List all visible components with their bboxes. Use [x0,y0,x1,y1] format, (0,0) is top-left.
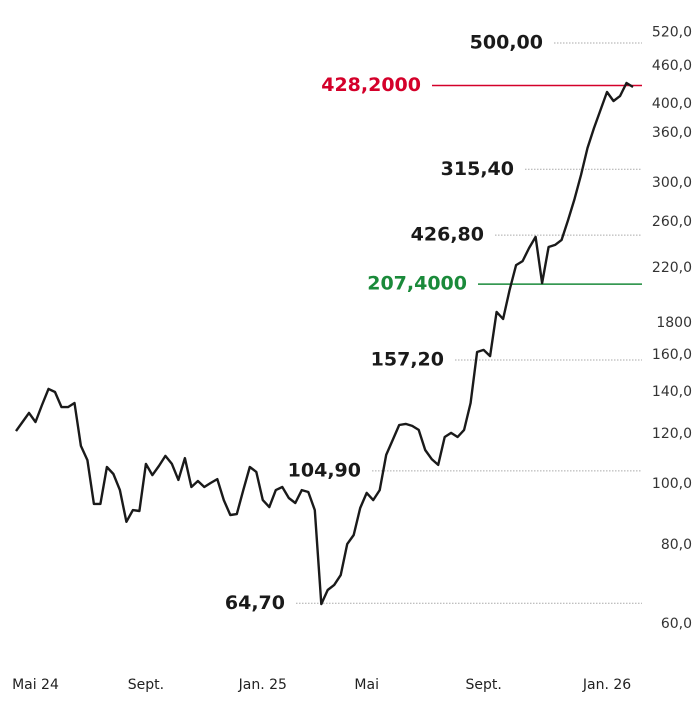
annotation-label: 207,4000 [367,273,467,295]
y-tick-label: 120,0 [652,426,692,442]
y-tick-label: 140,0 [652,384,692,400]
y-tick-label: 360,0 [652,125,692,141]
price-line [15,81,634,606]
x-tick-label: Jan. 25 [238,677,287,693]
x-tick-label: Sept. [465,677,501,693]
annotation-label: 426,80 [411,224,484,246]
y-tick-label: 460,0 [652,58,692,74]
annotation-label: 315,40 [441,158,514,180]
y-tick-label: 260,0 [652,214,692,230]
annotation-label: 500,00 [470,32,543,54]
y-tick-label: 160,0 [652,347,692,363]
y-tick-label: 80,0 [661,537,692,553]
x-tick-label: Sept. [128,677,164,693]
y-tick-label: 220,0 [652,260,692,276]
x-tick-label: Jan. 26 [582,677,631,693]
annotation-label: 64,70 [225,592,285,614]
annotation-label: 157,20 [371,349,444,371]
annotation-label: 428,2000 [321,74,421,96]
x-tick-label: Mai [354,677,379,693]
y-tick-label: 400,0 [652,96,692,112]
y-tick-label: 1800 [656,315,692,331]
annotation-label: 104,90 [288,459,361,481]
y-tick-label: 520,0 [652,24,692,40]
y-tick-label: 100,0 [652,476,692,492]
y-tick-label: 300,0 [652,175,692,191]
x-tick-label: Mai 24 [12,677,59,693]
y-tick-label: 60,0 [661,616,692,632]
